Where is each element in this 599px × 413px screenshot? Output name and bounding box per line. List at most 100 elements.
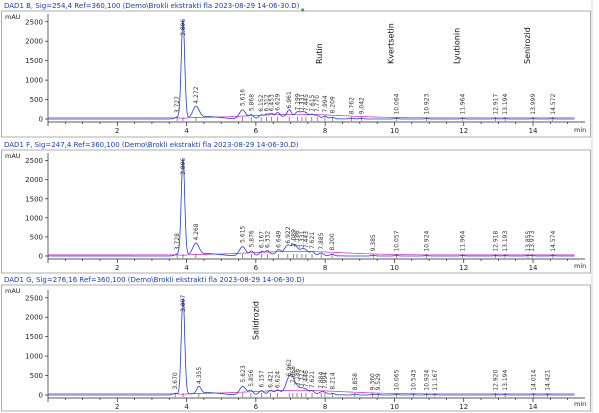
y-tick-label: 1000: [25, 214, 43, 222]
peak-rt-label: 6.961: [286, 91, 293, 108]
y-tick-label: 2000: [25, 176, 43, 184]
x-axis-unit: min: [574, 262, 586, 270]
peak-rt-label: 6.922: [285, 226, 292, 243]
y-tick-label: 0: [39, 392, 43, 400]
x-tick-label: 8: [323, 264, 327, 272]
peak-rt-label: 3.727: [174, 96, 181, 113]
y-axis-unit: mAU: [5, 13, 21, 21]
peak-rt-label: 6.962: [286, 359, 293, 376]
green-marker: [301, 8, 305, 12]
peak-rt-label: 13.193: [502, 231, 509, 252]
peak-rt-label: 7.331: [299, 230, 306, 247]
x-tick-label: 14: [529, 127, 538, 135]
peak-rt-label: 13.855: [525, 231, 532, 252]
compound-label: Rutin: [315, 43, 324, 64]
peak-rt-label: 6.453: [269, 94, 276, 111]
peak-rt-label: 5.615: [240, 225, 247, 242]
x-tick-label: 6: [254, 127, 259, 135]
peak-rt-label: 14.421: [545, 370, 552, 391]
y-axis-unit: mAU: [5, 287, 21, 295]
peak-rt-label: 3.896: [180, 158, 187, 175]
x-tick-label: 10: [390, 264, 399, 272]
peak-rt-label: 7.621: [309, 371, 316, 388]
peak-rt-label: 13.973: [529, 231, 536, 252]
peak-rt-label: 10.065: [394, 369, 401, 390]
peak-rt-label: 10.543: [410, 369, 417, 390]
x-tick-label: 4: [184, 403, 189, 411]
peak-rt-label: 7.199: [294, 93, 301, 110]
peak-rt-label: 10.924: [423, 369, 430, 390]
signal-trace: [48, 158, 575, 257]
peak-rt-label: 10.923: [423, 93, 430, 114]
x-tick-label: 2: [115, 127, 119, 135]
compound-label: Salidrozid: [251, 301, 260, 340]
x-tick-label: 14: [529, 264, 538, 272]
peak-rt-label: 12.920: [493, 370, 500, 391]
y-tick-label: 2500: [25, 294, 43, 302]
peak-rt-label: 7.443: [303, 231, 310, 248]
x-axis-unit: min: [574, 400, 586, 408]
peak-rt-label: 7.770: [314, 95, 321, 112]
x-tick-label: 10: [390, 403, 399, 411]
peak-rt-label: 11.167: [432, 369, 439, 390]
signal-trace: [48, 298, 575, 396]
peak-rt-label: 6.312: [264, 94, 271, 111]
x-tick-label: 6: [254, 403, 259, 411]
peak-rt-label: 6.167: [259, 231, 266, 248]
peak-rt-label: 6.152: [258, 94, 265, 111]
peak-rt-label: 7.186: [294, 230, 301, 247]
peak-rt-label: 9.385: [370, 234, 377, 251]
peak-rt-label: 5.876: [249, 230, 256, 247]
x-tick-label: 12: [459, 403, 468, 411]
y-tick-label: 2000: [25, 314, 43, 322]
y-axis-unit: mAU: [5, 152, 21, 160]
compound-label: Senirozid: [523, 27, 532, 64]
x-tick-label: 12: [459, 127, 468, 135]
chromatogram-panel-dad1-g: DAD1 G, Sig=276,16 Ref=360,100 (Demo\Bro…: [1, 276, 591, 412]
peak-rt-label: 7.621: [309, 232, 316, 249]
panel-frame: [1, 149, 591, 274]
peak-rt-label: 8.762: [349, 97, 356, 114]
peak-rt-label: 11.964: [459, 93, 466, 114]
y-tick-label: 1000: [25, 77, 43, 85]
peak-rt-label: 7.331: [299, 94, 306, 111]
x-tick-label: 2: [115, 403, 119, 411]
chromatogram-panel-dad1-b: DAD1 B, Sig=254,4 Ref=360,100 (Demo\Brok…: [1, 2, 591, 138]
peak-rt-label: 6.649: [275, 230, 282, 247]
peak-rt-label: 7.186: [294, 368, 301, 385]
x-axis-unit: min: [574, 126, 586, 134]
peak-rt-label: 14.572: [550, 94, 557, 115]
peak-rt-label: 6.629: [275, 93, 282, 110]
y-tick-label: 500: [30, 372, 43, 380]
peak-rt-label: 7.884: [318, 372, 325, 389]
peak-rt-label: 11.964: [459, 230, 466, 251]
compound-label: Kvertsetin: [387, 23, 396, 64]
peak-rt-label: 6.421: [267, 371, 274, 388]
peak-rt-label: 4.272: [193, 86, 200, 103]
signal-trace: [48, 19, 575, 120]
panel-title: DAD1 B, Sig=254,4 Ref=360,100 (Demo\Brok…: [4, 2, 300, 10]
chromatogram-panel-dad1-f: DAD1 F, Sig=247,4 Ref=360,100 (Demo\Brok…: [1, 141, 591, 274]
x-tick-label: 2: [115, 264, 119, 272]
peak-rt-label: 7.089: [291, 229, 298, 246]
peak-rt-label: 9.360: [369, 373, 376, 390]
panel-frame: [1, 10, 591, 138]
peak-rt-label: 13.194: [502, 94, 509, 115]
peak-rt-label: 3.728: [174, 233, 181, 250]
peak-rt-label: 6.624: [274, 371, 281, 388]
x-tick-label: 10: [390, 127, 399, 135]
y-tick-label: 1500: [25, 333, 43, 341]
peak-rt-label: 10.924: [423, 230, 430, 251]
panel-title: DAD1 F, Sig=247,4 Ref=360,100 (Demo\Brok…: [4, 141, 299, 149]
peak-rt-label: 8.858: [352, 373, 359, 390]
peak-rt-label: 5.623: [240, 365, 247, 382]
peak-rt-label: 4.355: [196, 367, 203, 384]
y-tick-label: 1000: [25, 353, 43, 361]
peak-rt-label: 3.896: [180, 19, 187, 36]
y-tick-label: 500: [30, 233, 43, 241]
peak-rt-label: 8.214: [330, 372, 337, 389]
x-tick-label: 6: [254, 264, 259, 272]
y-tick-label: 0: [39, 253, 43, 261]
peak-rt-label: 7.446: [303, 370, 310, 387]
